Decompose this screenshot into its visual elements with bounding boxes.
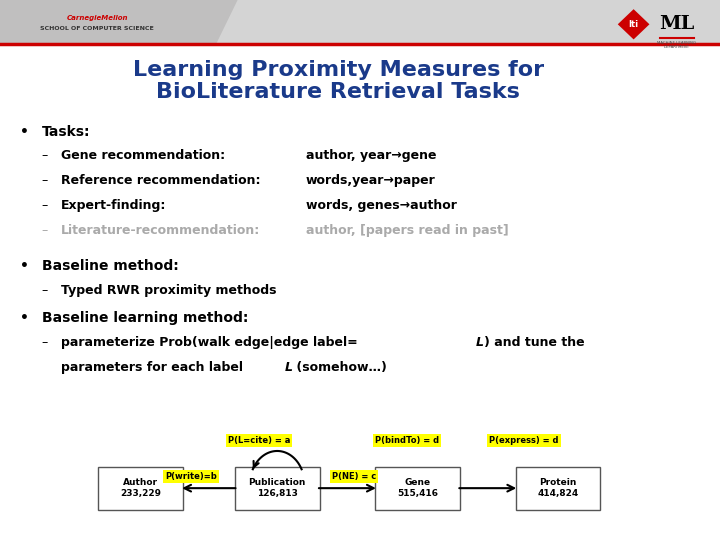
- Text: –: –: [42, 199, 48, 212]
- Text: –: –: [42, 284, 48, 297]
- Text: P(L=cite) = a: P(L=cite) = a: [228, 436, 290, 444]
- Text: P(bindTo) = d: P(bindTo) = d: [374, 436, 439, 444]
- Text: Typed RWR proximity methods: Typed RWR proximity methods: [61, 284, 276, 297]
- Text: L: L: [284, 361, 292, 374]
- Text: ML: ML: [660, 15, 694, 33]
- Text: BioLiterature Retrieval Tasks: BioLiterature Retrieval Tasks: [156, 82, 521, 102]
- Text: Learning Proximity Measures for: Learning Proximity Measures for: [132, 60, 544, 80]
- Text: L: L: [476, 336, 484, 349]
- Text: Gene recommendation:: Gene recommendation:: [61, 149, 225, 162]
- Text: –: –: [42, 336, 48, 349]
- Text: Publication
126,813: Publication 126,813: [248, 478, 306, 498]
- Text: Baseline learning method:: Baseline learning method:: [42, 310, 248, 325]
- Text: lti: lti: [629, 20, 639, 29]
- Text: P(express) = d: P(express) = d: [490, 436, 559, 444]
- Text: parameterize Prob(walk edge|edge label=: parameterize Prob(walk edge|edge label=: [61, 336, 358, 349]
- Bar: [0, 0, 720, 44]
- Text: Author
233,229: Author 233,229: [120, 478, 161, 498]
- Text: words,year→paper: words,year→paper: [306, 174, 436, 187]
- Text: –: –: [42, 174, 48, 187]
- Text: •: •: [20, 310, 29, 325]
- Polygon shape: [618, 9, 649, 39]
- Text: Baseline method:: Baseline method:: [42, 259, 179, 273]
- FancyBboxPatch shape: [375, 467, 460, 510]
- Text: P(NE) = c: P(NE) = c: [332, 472, 377, 481]
- Text: –: –: [42, 224, 48, 237]
- Text: Reference recommendation:: Reference recommendation:: [61, 174, 261, 187]
- Text: Expert-finding:: Expert-finding:: [61, 199, 166, 212]
- Text: •: •: [20, 259, 29, 273]
- Text: author, [papers read in past]: author, [papers read in past]: [306, 224, 509, 237]
- Text: Literature-recommendation:: Literature-recommendation:: [61, 224, 261, 237]
- Text: parameters for each label: parameters for each label: [61, 361, 248, 374]
- Text: SCHOOL OF COMPUTER SCIENCE: SCHOOL OF COMPUTER SCIENCE: [40, 25, 154, 31]
- Text: •: •: [20, 125, 29, 139]
- Text: ) and tune the: ) and tune the: [484, 336, 585, 349]
- Text: MACHINE LEARNING
DEPARTMENT: MACHINE LEARNING DEPARTMENT: [657, 40, 696, 49]
- Text: Gene
515,416: Gene 515,416: [397, 478, 438, 498]
- FancyBboxPatch shape: [516, 467, 600, 510]
- Text: P(write)=b: P(write)=b: [165, 472, 217, 481]
- Text: Protein
414,824: Protein 414,824: [537, 478, 579, 498]
- Text: Tasks:: Tasks:: [42, 125, 90, 139]
- FancyBboxPatch shape: [98, 467, 183, 510]
- Text: words, genes→author: words, genes→author: [306, 199, 457, 212]
- Text: (somehow…): (somehow…): [292, 361, 387, 374]
- FancyBboxPatch shape: [235, 467, 320, 510]
- Text: CarnegieMellon: CarnegieMellon: [66, 15, 128, 21]
- Polygon shape: [0, 0, 238, 44]
- Text: –: –: [42, 149, 48, 162]
- Text: author, year→gene: author, year→gene: [306, 149, 436, 162]
